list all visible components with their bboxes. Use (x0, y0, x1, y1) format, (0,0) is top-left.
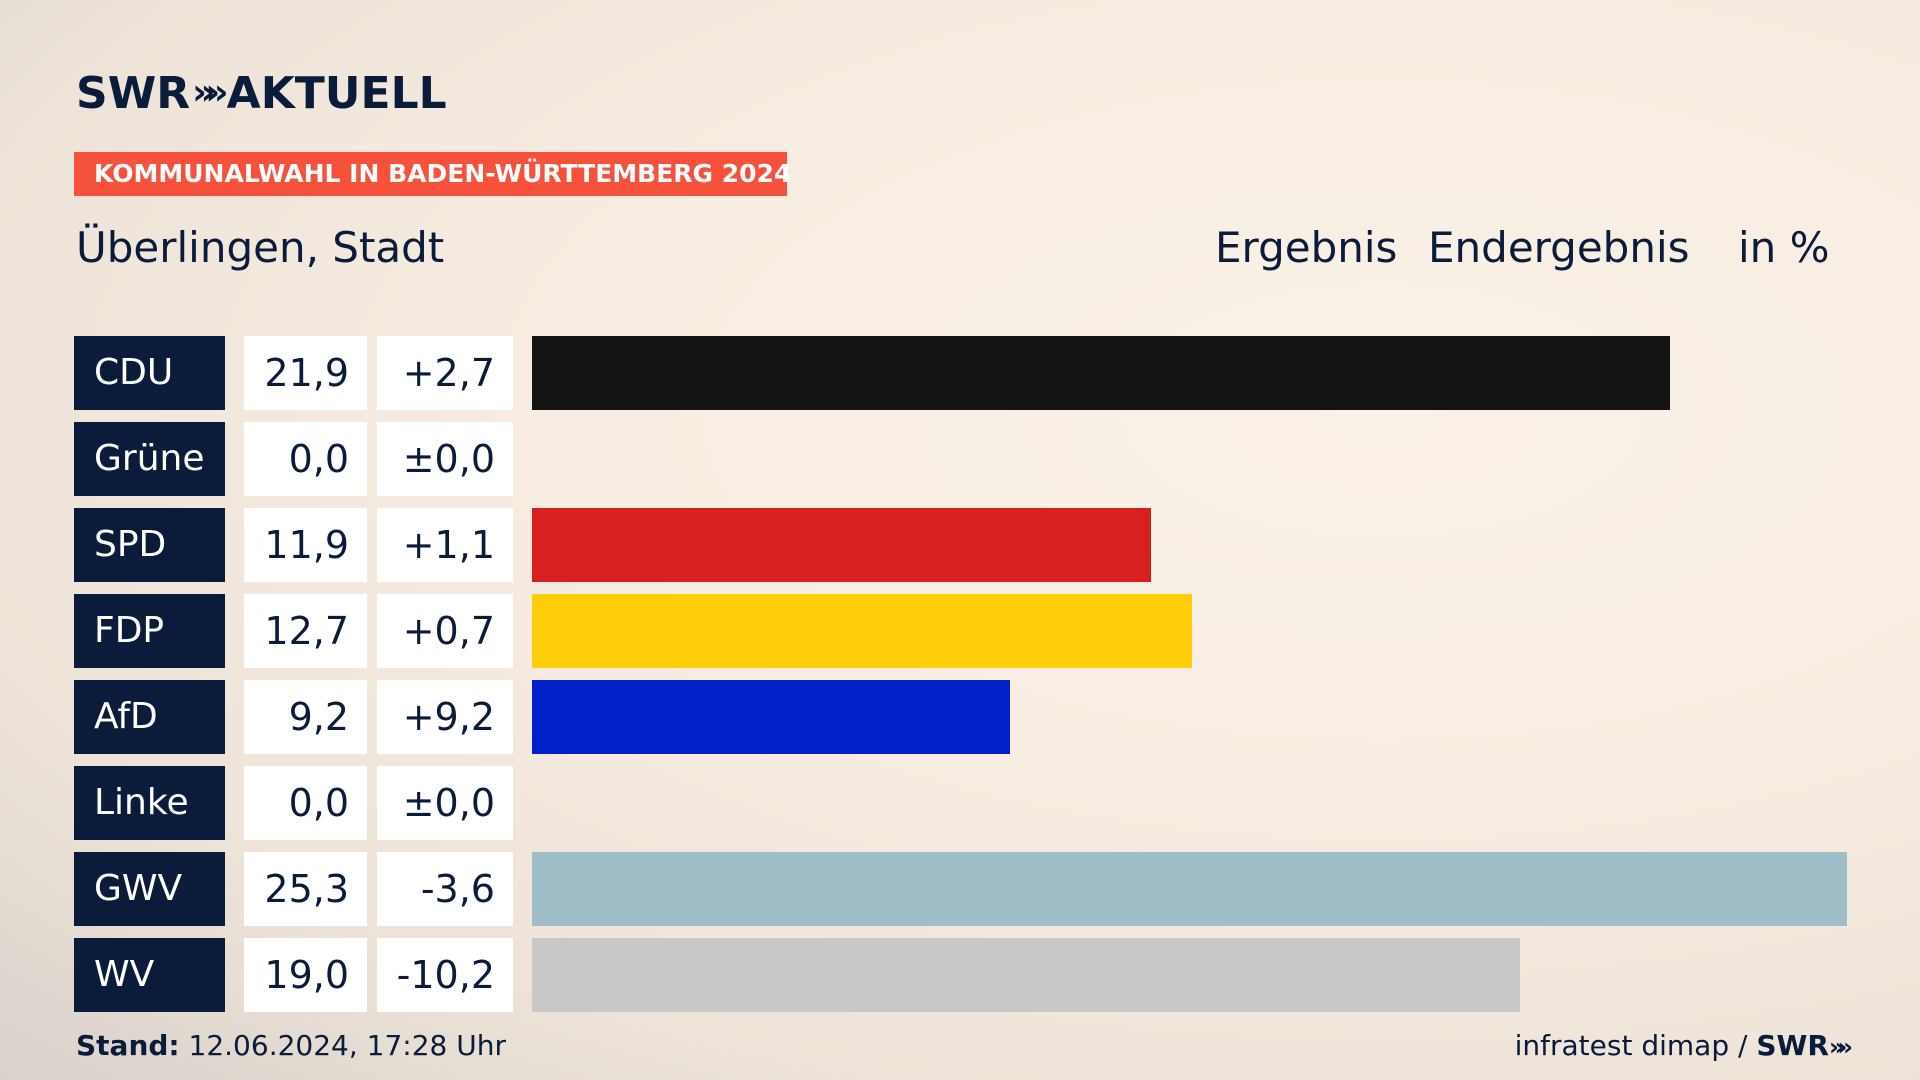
party-label: Linke (74, 766, 225, 840)
result-value: 19,0 (244, 938, 367, 1012)
result-bar (532, 938, 1520, 1012)
result-value: 0,0 (244, 766, 367, 840)
change-value: -10,2 (377, 938, 513, 1012)
party-label: Grüne (74, 422, 225, 496)
change-value: ±0,0 (377, 766, 513, 840)
source-text: infratest dimap / (1514, 1029, 1748, 1062)
change-value: +2,7 (377, 336, 513, 410)
header-unit: in % (1738, 223, 1830, 272)
result-row: Linke 0,0 ±0,0 (74, 766, 1854, 840)
stand-value: 12.06.2024, 17:28 Uhr (188, 1029, 506, 1062)
logo-aktuell: AKTUELL (226, 68, 447, 119)
source-brand: SWR (1756, 1029, 1829, 1062)
party-label: AfD (74, 680, 225, 754)
result-row: SPD 11,9 +1,1 (74, 508, 1854, 582)
result-row: Grüne 0,0 ±0,0 (74, 422, 1854, 496)
result-value: 21,9 (244, 336, 367, 410)
result-value: 11,9 (244, 508, 367, 582)
result-row: WV 19,0 -10,2 (74, 938, 1854, 1012)
party-label: SPD (74, 508, 225, 582)
change-value: -3,6 (377, 852, 513, 926)
result-value: 0,0 (244, 422, 367, 496)
result-bar (532, 508, 1151, 582)
header-ergebnis: Ergebnis (1215, 223, 1398, 272)
result-bar (532, 680, 1010, 754)
footer-source: infratest dimap / SWR»» (1514, 1028, 1853, 1065)
result-row: GWV 25,3 -3,6 (74, 852, 1854, 926)
party-label: WV (74, 938, 225, 1012)
party-label: FDP (74, 594, 225, 668)
result-bar (532, 852, 1847, 926)
result-value: 9,2 (244, 680, 367, 754)
result-bar (532, 336, 1670, 410)
change-value: ±0,0 (377, 422, 513, 496)
party-label: CDU (74, 336, 225, 410)
result-bar (532, 594, 1192, 668)
change-value: +0,7 (377, 594, 513, 668)
logo-arrows-icon: »» (192, 72, 229, 113)
swr-aktuell-logo: SWR»» AKTUELL (76, 68, 447, 119)
source-arrows-icon: »» (1828, 1033, 1853, 1061)
result-row: AfD 9,2 +9,2 (74, 680, 1854, 754)
header-endergebnis: Endergebnis (1428, 223, 1690, 272)
place-title: Überlingen, Stadt (76, 223, 445, 272)
result-value: 12,7 (244, 594, 367, 668)
change-value: +9,2 (377, 680, 513, 754)
result-value: 25,3 (244, 852, 367, 926)
change-value: +1,1 (377, 508, 513, 582)
footer-stand: Stand: 12.06.2024, 17:28 Uhr (76, 1028, 506, 1064)
party-label: GWV (74, 852, 225, 926)
result-row: CDU 21,9 +2,7 (74, 336, 1854, 410)
result-row: FDP 12,7 +0,7 (74, 594, 1854, 668)
stand-label: Stand: (76, 1029, 180, 1062)
logo-swr: SWR (76, 68, 191, 119)
election-banner: KOMMUNALWAHL IN BADEN-WÜRTTEMBERG 2024 (74, 152, 791, 196)
